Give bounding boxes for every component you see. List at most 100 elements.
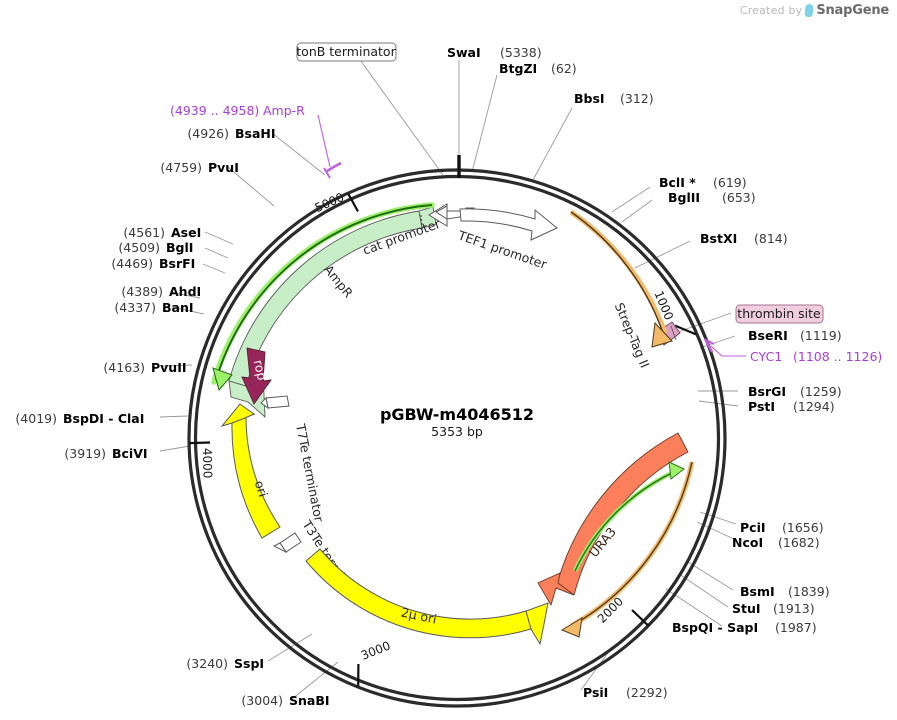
- primer-label-cyc1[interactable]: CYC1 (1108 .. 1126): [750, 349, 882, 364]
- feature-label-2u-ori: 2µ ori: [400, 605, 438, 627]
- enzyme-label-pvui[interactable]: (4759) PvuI: [160, 160, 238, 175]
- enzyme-label-bcivi[interactable]: (3919) BciVI: [64, 446, 147, 461]
- enzyme-label-bseri[interactable]: BseRI (1119): [748, 328, 842, 343]
- feature-label-ampR: AmpR: [321, 262, 356, 301]
- enzyme-name-bspdi-clai: BspDI - ClaI: [63, 411, 144, 426]
- enzyme-label-ncoi[interactable]: NcoI (1682): [732, 535, 820, 550]
- enzyme-label-bsrgi[interactable]: BsrGI (1259): [748, 384, 842, 399]
- enzyme-name-pvuii: PvuII: [151, 360, 187, 375]
- enzyme-name-ncoi: NcoI: [732, 535, 763, 550]
- tick-label-4000: 4000: [200, 448, 215, 479]
- enzyme-name-bsmi: BsmI: [740, 584, 775, 599]
- enzyme-label-bani[interactable]: (4337) BanI: [114, 300, 193, 315]
- enzyme-pos-bseri: (1119): [800, 328, 842, 343]
- enzyme-name-psti: PstI: [748, 399, 775, 414]
- enzyme-label-sspi[interactable]: (3240) SspI: [186, 656, 264, 671]
- enzyme-pos-asei: (4561): [123, 225, 165, 240]
- primer-cyc1-marker: [703, 338, 715, 353]
- feature-label-t7te-terminator: T7Te terminator: [293, 422, 327, 524]
- enzyme-label-bgli[interactable]: (4509) BglI: [118, 240, 193, 255]
- enzyme-pos-bgli: (4509): [118, 240, 160, 255]
- primer-name-ampR: Amp-R: [263, 103, 305, 118]
- primer-arc-upper-right: [569, 209, 673, 348]
- enzyme-label-bsrfi[interactable]: (4469) BsrFI: [111, 256, 195, 271]
- enzyme-pos-bcli: (619): [713, 175, 747, 190]
- enzyme-label-stui[interactable]: StuI (1913): [732, 601, 815, 616]
- enzyme-pos-bani: (4337): [114, 300, 156, 315]
- primer-arc-lower-right: [560, 461, 695, 638]
- plasmid-size: 5353 bp: [431, 424, 483, 439]
- enzyme-label-psti[interactable]: PstI (1294): [748, 399, 835, 414]
- enzyme-pos-psti: (1294): [793, 399, 835, 414]
- enzyme-label-pvuii[interactable]: (4163) PvuII: [103, 360, 186, 375]
- enzyme-label-asei[interactable]: (4561) AseI: [123, 225, 201, 240]
- enzyme-name-bcivi: BciVI: [112, 446, 148, 461]
- enzyme-name-pcii: PciI: [740, 520, 766, 535]
- enzyme-pos-bsrfi: (4469): [111, 256, 153, 271]
- enzyme-label-bstxi[interactable]: BstXI (814): [700, 231, 788, 246]
- primer-name-cyc1: CYC1: [750, 349, 782, 364]
- enzyme-pos-ncoi: (1682): [778, 535, 820, 550]
- enzyme-label-psii[interactable]: PsiI (2292): [583, 685, 668, 700]
- enzyme-name-bsrfi: BsrFI: [159, 256, 195, 271]
- enzyme-name-psii: PsiI: [583, 685, 608, 700]
- enzyme-label-bglii[interactable]: BglII (653): [668, 190, 756, 205]
- enzyme-pos-sspi: (3240): [186, 656, 228, 671]
- enzyme-pos-bglii: (653): [722, 190, 756, 205]
- primer-label-ampR[interactable]: (4939 .. 4958) Amp-R: [170, 103, 305, 118]
- enzyme-pos-pcii: (1656): [782, 520, 824, 535]
- enzyme-name-bstxi: BstXI: [700, 231, 737, 246]
- enzyme-label-snabi[interactable]: (3004) SnaBI: [241, 693, 329, 708]
- enzyme-pos-bstxi: (814): [754, 231, 788, 246]
- enzyme-label-btgzi[interactable]: BtgZI (62): [499, 61, 577, 76]
- enzyme-label-bspqi-sapi[interactable]: BspQI - SapI (1987): [672, 620, 817, 635]
- feature-tef1-promoter[interactable]: TEF1 promoter: [455, 208, 558, 272]
- enzyme-label-bspdi-clai[interactable]: (4019) BspDI - ClaI: [15, 411, 144, 426]
- enzyme-label-swai[interactable]: SwaI (5338): [447, 45, 542, 60]
- enzyme-label-ahdi[interactable]: (4389) AhdI: [121, 284, 201, 299]
- feature-2u-ori[interactable]: 2µ ori: [305, 548, 549, 646]
- feature-ori[interactable]: ori: [220, 403, 281, 539]
- feature-t7te-terminator[interactable]: T7Te terminator: [260, 395, 327, 524]
- enzyme-pos-ahdi: (4389): [121, 284, 163, 299]
- enzyme-name-bgli: BglI: [166, 240, 193, 255]
- enzyme-name-bsahi: BsaHI: [235, 126, 276, 141]
- feature-label-ori: ori: [252, 479, 271, 499]
- enzyme-name-asei: AseI: [171, 225, 201, 240]
- enzyme-label-bsahi[interactable]: (4926) BsaHI: [187, 126, 275, 141]
- enzyme-name-pvui: PvuI: [208, 160, 239, 175]
- label-thrombin-site-text: thrombin site: [737, 306, 821, 321]
- enzyme-label-bcli[interactable]: BclI * (619): [659, 175, 747, 190]
- enzyme-label-pcii[interactable]: PciI (1656): [740, 520, 824, 535]
- snapgene-credit: Created by SnapGene: [740, 3, 889, 18]
- primer-ampR-marker: [323, 161, 342, 179]
- enzyme-pos-swai: (5338): [500, 45, 542, 60]
- feature-label-rop: rop: [251, 358, 270, 381]
- enzyme-name-btgzi: BtgZI: [499, 61, 537, 76]
- enzyme-name-bsrgi: BsrGI: [748, 384, 786, 399]
- enzyme-pos-pvui: (4759): [160, 160, 202, 175]
- plasmid-backbone: [187, 155, 727, 708]
- enzyme-pos-psii: (2292): [626, 685, 668, 700]
- plasmid-title: pGBW-m4046512: [380, 405, 534, 424]
- enzyme-name-bani: BanI: [162, 300, 194, 315]
- enzyme-name-bseri: BseRI: [748, 328, 788, 343]
- enzyme-name-ahdi: AhdI: [169, 284, 201, 299]
- enzyme-name-swai: SwaI: [447, 45, 481, 60]
- enzyme-label-bbsi[interactable]: BbsI (312): [574, 91, 654, 106]
- label-tonb-terminator[interactable]: tonB terminator: [296, 42, 397, 62]
- enzyme-name-bbsi: BbsI: [574, 91, 605, 106]
- enzyme-pos-bspqi-sapi: (1987): [775, 620, 817, 635]
- feature-rop[interactable]: rop: [241, 347, 272, 405]
- label-thrombin-site[interactable]: thrombin site: [735, 304, 824, 324]
- feature-ura3[interactable]: URA3: [537, 432, 689, 607]
- enzyme-pos-bsmi: (1839): [788, 584, 830, 599]
- feature-label-strep-tag-ii: Strep-Tag II: [612, 300, 653, 370]
- credit-prefix: Created by: [739, 4, 803, 17]
- enzyme-pos-bsahi: (4926): [187, 126, 229, 141]
- primer-range-ampR: (4939 .. 4958): [170, 103, 259, 118]
- enzyme-label-bsmi[interactable]: BsmI (1839): [740, 584, 830, 599]
- enzyme-name-bspqi-sapi: BspQI - SapI: [672, 620, 758, 635]
